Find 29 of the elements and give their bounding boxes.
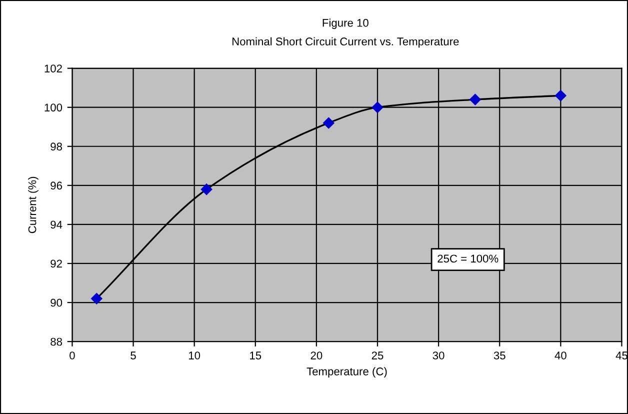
x-tick-label: 40	[554, 352, 566, 360]
y-tick-label: 98	[50, 142, 62, 151]
y-tick-label: 96	[50, 182, 62, 190]
x-tick-label: 20	[310, 352, 322, 360]
y-tick-label: 100	[44, 104, 62, 112]
x-tick-label: 35	[494, 352, 506, 360]
x-axis-title: Temperature (C)	[306, 367, 387, 378]
y-tick-label: 94	[50, 220, 62, 229]
point	[555, 90, 566, 102]
y-tick-label: 92	[50, 260, 62, 268]
x-tick-label: 10	[189, 352, 200, 360]
x-tick-label: 5	[130, 352, 136, 360]
chart-subtitle: Nominal Short Circuit Current vs. Temperature	[232, 37, 459, 48]
x-tick-label: 15	[250, 352, 262, 360]
chart-title: Figure 10	[322, 18, 368, 29]
x-tick-label: 0	[70, 352, 75, 360]
point	[470, 94, 481, 106]
point	[200, 184, 212, 195]
point	[323, 117, 334, 129]
y-axis-title: Current (%)	[28, 176, 38, 234]
y-tick-label: 102	[44, 64, 62, 72]
x-tick-label: 25	[372, 352, 384, 360]
y-tick-label: 88	[50, 338, 62, 346]
point	[91, 293, 102, 304]
y-tick-label: 90	[50, 298, 62, 307]
point	[372, 102, 384, 113]
annotation: 25C = 100%	[438, 254, 498, 263]
x-tick-label: 30	[432, 352, 444, 360]
x-tick-label: 45	[616, 352, 628, 360]
